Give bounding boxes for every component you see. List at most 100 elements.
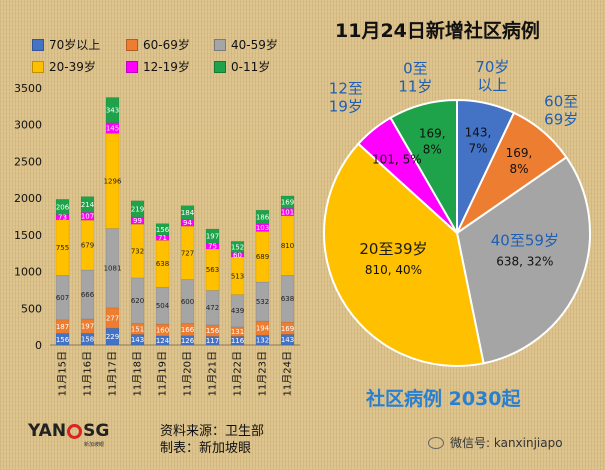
data-label: 206 — [56, 203, 70, 211]
pie-value-label: 810, 40% — [365, 263, 422, 277]
data-label: 229 — [106, 333, 119, 341]
bar-segment — [280, 195, 295, 209]
data-label: 132 — [256, 337, 269, 345]
y-tick-label: 1500 — [14, 229, 42, 242]
data-label: 169 — [281, 325, 294, 333]
x-tick-label: 11月17日 — [107, 351, 119, 396]
y-tick-label: 2500 — [14, 155, 42, 168]
data-label: 197 — [81, 323, 94, 331]
y-tick-label: 2000 — [14, 192, 42, 205]
wechat-icon — [428, 436, 444, 449]
legend-label: 20-39岁 — [49, 60, 96, 74]
pie-category-label: 60至 — [544, 92, 578, 110]
data-label: 679 — [81, 242, 94, 250]
data-label: 156 — [56, 336, 70, 344]
data-label: 152 — [231, 243, 244, 251]
legend-item-60-69: 60-69岁 — [126, 36, 190, 53]
legend-item-20-39: 20-39岁 — [32, 58, 96, 75]
data-label: 158 — [81, 336, 94, 344]
pie-value-label: 143, — [465, 126, 492, 140]
data-label: 638 — [156, 260, 169, 268]
data-label: 666 — [81, 291, 95, 299]
legend-swatch — [32, 60, 44, 73]
pie-value-label: 101, 5% — [372, 153, 422, 167]
data-label: 343 — [106, 107, 119, 115]
data-label: 160 — [156, 327, 169, 335]
stacked-bar-chart: 0500100015002000250030003500156187607755… — [14, 82, 300, 396]
x-tick-label: 11月22日 — [232, 351, 244, 396]
wechat-id: 微信号: kanxinjiapo — [450, 436, 563, 450]
x-tick-label: 11月20日 — [182, 351, 194, 396]
pie-slice — [455, 155, 591, 365]
data-label: 131 — [231, 328, 244, 336]
data-label: 126 — [181, 337, 195, 345]
bar-segment — [180, 323, 195, 336]
data-label: 99 — [133, 217, 142, 225]
bar-segment — [255, 231, 270, 283]
data-label: 143 — [281, 336, 294, 344]
pie-category-label: 11岁 — [398, 77, 432, 95]
data-label: 638 — [281, 295, 294, 303]
data-label: 116 — [231, 337, 245, 345]
legend-swatch — [214, 38, 226, 51]
data-label: 194 — [256, 325, 270, 333]
legend-swatch — [126, 38, 138, 51]
data-label: 1296 — [104, 177, 122, 185]
x-tick-label: 11月24日 — [282, 351, 294, 396]
pie-value-label: 638, 32% — [496, 254, 553, 268]
data-label: 94 — [183, 219, 192, 227]
data-label: 101 — [281, 209, 294, 217]
bar-segment — [280, 334, 295, 346]
pie-value-label: 7% — [468, 142, 487, 156]
bar-segment — [180, 205, 195, 220]
pie-category-label: 70岁 — [475, 58, 509, 76]
data-label: 472 — [206, 304, 219, 312]
data-label: 60 — [233, 251, 242, 259]
data-label: 75 — [208, 243, 217, 251]
bar-segment — [55, 199, 70, 215]
data-label: 219 — [131, 205, 144, 213]
y-tick-label: 500 — [21, 302, 42, 315]
logo-subtext: 新加坡眼 — [84, 442, 105, 448]
y-tick-label: 3000 — [14, 119, 42, 132]
legend-label: 60-69岁 — [143, 38, 190, 52]
data-label: 727 — [181, 249, 194, 257]
data-label: 214 — [81, 201, 95, 209]
pie-category-label: 以上 — [477, 76, 507, 94]
data-label: 607 — [56, 294, 69, 302]
source-line-2: 制表：新加坡眼 — [160, 441, 252, 456]
pie-category-label: 20至39岁 — [359, 240, 427, 258]
bar-segment — [105, 97, 120, 123]
legend-item-70plus: 70岁以上 — [32, 36, 100, 53]
pie-chart: 143, 7% 169, 8% 638, 32% 810, 40% 101, 5% 169, 8… — [323, 58, 591, 367]
data-label: 810 — [281, 242, 294, 250]
pie-slice — [389, 98, 458, 237]
legend-label: 70岁以上 — [49, 38, 101, 52]
logo-q-icon — [67, 424, 83, 439]
data-label: 689 — [256, 253, 269, 261]
legend-swatch — [214, 60, 226, 73]
pie-category-label: 12至 — [329, 80, 363, 98]
y-tick-label: 0 — [35, 339, 42, 352]
wechat-watermark: 微信号: kanxinjiapo — [428, 434, 563, 451]
data-label: 73 — [58, 214, 67, 222]
pie-category-label: 40至59岁 — [491, 231, 559, 249]
data-label: 103 — [256, 224, 269, 232]
x-tick-label: 11月16日 — [82, 351, 94, 396]
data-label: 107 — [81, 213, 94, 221]
legend-item-40-59: 40-59岁 — [214, 36, 278, 53]
data-label: 732 — [131, 248, 144, 256]
bar-segment — [230, 336, 245, 346]
data-label: 151 — [131, 325, 144, 333]
y-tick-label: 3500 — [14, 82, 42, 95]
pie-category-label: 0至 — [403, 59, 428, 77]
data-label: 145 — [106, 124, 119, 132]
bar-segment — [255, 209, 270, 225]
data-label: 166 — [181, 326, 195, 334]
bar-segment — [155, 240, 170, 288]
bar-segment — [130, 200, 145, 218]
data-label: 563 — [206, 266, 219, 274]
data-label: 620 — [131, 297, 144, 305]
data-label: 143 — [131, 336, 144, 344]
